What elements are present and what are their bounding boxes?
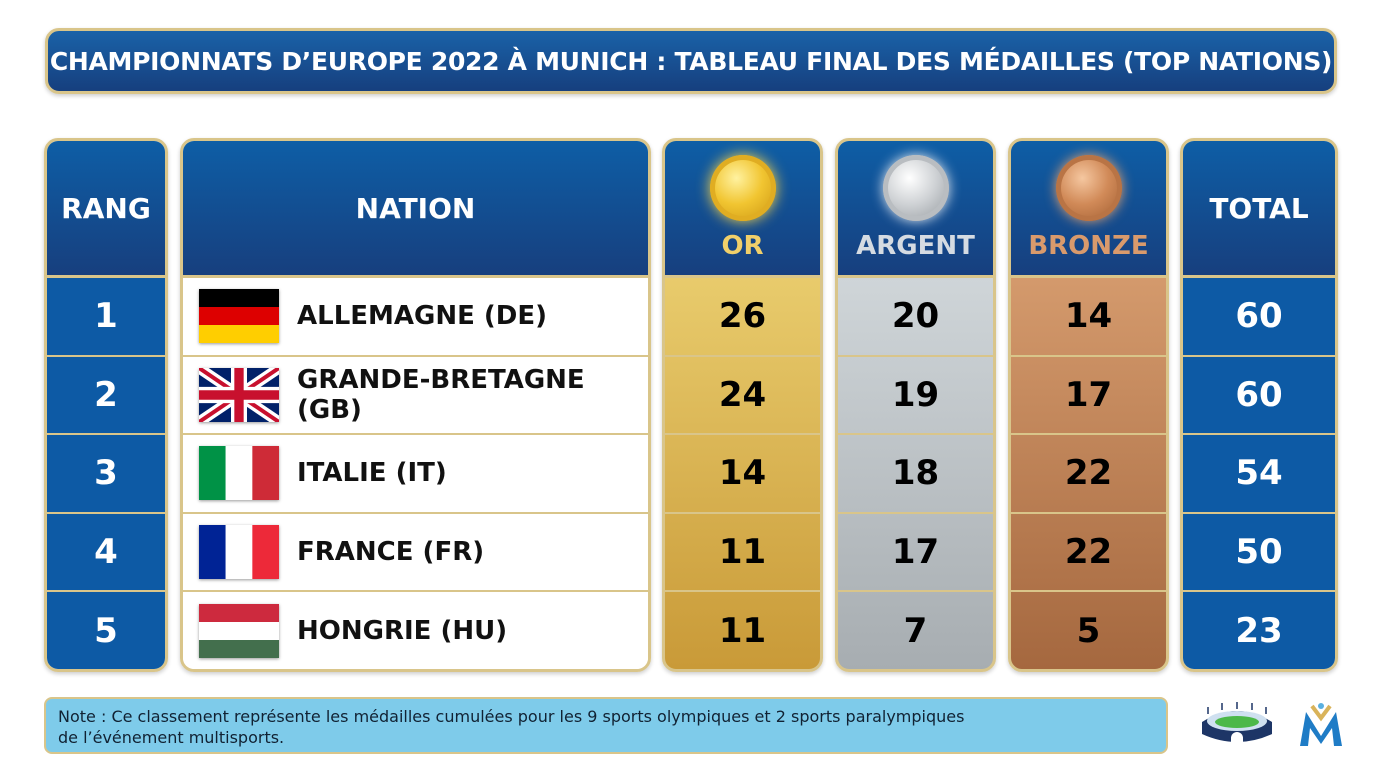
total-cell: 60 bbox=[1183, 278, 1335, 357]
rank-header: RANG bbox=[47, 141, 165, 278]
gold-column: OR 26 24 14 11 11 bbox=[662, 138, 823, 672]
rank-cell: 4 bbox=[47, 513, 165, 593]
total-column: TOTAL 60 60 54 50 23 bbox=[1180, 138, 1338, 672]
rank-cell: 3 bbox=[47, 435, 165, 514]
total-cell: 60 bbox=[1183, 356, 1335, 436]
total-cell: 23 bbox=[1183, 592, 1335, 669]
bronze-cell: 22 bbox=[1011, 435, 1166, 514]
france-flag-icon bbox=[199, 525, 279, 580]
nation-name: ALLEMAGNE (DE) bbox=[297, 301, 548, 332]
footnote-line-1: Note : Ce classement représente les méda… bbox=[58, 707, 965, 726]
page-title: CHAMPIONNATS D’EUROPE 2022 À MUNICH : TA… bbox=[45, 28, 1337, 94]
footnote-line-2: de l’événement multisports. bbox=[58, 728, 285, 747]
rank-cell: 2 bbox=[47, 356, 165, 436]
uk-flag-icon bbox=[199, 367, 279, 422]
gold-label: OR bbox=[721, 231, 764, 261]
total-cell: 50 bbox=[1183, 513, 1335, 593]
rank-column: RANG 1 2 3 4 5 bbox=[44, 138, 168, 672]
total-cell: 54 bbox=[1183, 435, 1335, 514]
silver-label: ARGENT bbox=[856, 231, 975, 261]
nation-cell: FRANCE (FR) bbox=[183, 513, 648, 593]
silver-header: ARGENT bbox=[838, 141, 993, 278]
nation-name: ITALIE (IT) bbox=[297, 458, 447, 489]
gold-cell: 11 bbox=[718, 610, 767, 651]
nation-name: HONGRIE (HU) bbox=[297, 615, 508, 646]
bronze-label: BRONZE bbox=[1028, 231, 1149, 261]
silver-cell: 17 bbox=[838, 514, 993, 593]
gold-cell: 26 bbox=[665, 278, 820, 357]
nation-cell: GRANDE-BRETAGNE (GB) bbox=[183, 356, 648, 436]
gold-cell: 24 bbox=[665, 357, 820, 436]
nation-cell: ITALIE (IT) bbox=[183, 435, 648, 514]
silver-cell: 18 bbox=[838, 435, 993, 514]
bronze-cell: 22 bbox=[1011, 514, 1166, 593]
total-header: TOTAL bbox=[1183, 141, 1335, 278]
silver-column: ARGENT 20 19 18 17 7 bbox=[835, 138, 996, 672]
gold-medal-icon bbox=[709, 155, 776, 221]
bronze-medal-icon bbox=[1055, 155, 1122, 221]
rank-cell: 5 bbox=[47, 592, 165, 669]
m-logo-icon bbox=[1300, 703, 1342, 746]
bronze-header: BRONZE bbox=[1011, 141, 1166, 278]
silver-cell: 20 bbox=[838, 278, 993, 357]
gold-header: OR bbox=[665, 141, 820, 278]
silver-medal-icon bbox=[882, 155, 949, 221]
bronze-cell: 14 bbox=[1011, 278, 1166, 357]
nation-name: FRANCE (FR) bbox=[297, 537, 485, 568]
hungary-flag-icon bbox=[199, 603, 279, 658]
germany-flag-icon bbox=[199, 289, 279, 344]
bronze-column: BRONZE 14 17 22 22 5 bbox=[1008, 138, 1169, 672]
nation-cell: HONGRIE (HU) bbox=[183, 592, 648, 669]
bronze-cell: 17 bbox=[1011, 357, 1166, 436]
nation-name: GRANDE-BRETAGNE (GB) bbox=[297, 364, 585, 425]
stadium-logo-icon bbox=[1202, 702, 1272, 744]
nation-column: NATION ALLEMAGNE (DE) GRANDE-BRETAGNE (G… bbox=[180, 138, 651, 672]
gold-cell: 11 bbox=[665, 514, 820, 593]
gold-cell: 14 bbox=[665, 435, 820, 514]
bronze-cell: 5 bbox=[1076, 610, 1101, 651]
footnote: Note : Ce classement représente les méda… bbox=[44, 697, 1168, 754]
silver-cell: 7 bbox=[903, 610, 928, 651]
nation-cell: ALLEMAGNE (DE) bbox=[183, 278, 648, 357]
logos bbox=[1200, 700, 1346, 746]
nation-header: NATION bbox=[183, 141, 648, 278]
silver-cell: 19 bbox=[838, 357, 993, 436]
rank-cell: 1 bbox=[47, 278, 165, 357]
italy-flag-icon bbox=[199, 446, 279, 501]
